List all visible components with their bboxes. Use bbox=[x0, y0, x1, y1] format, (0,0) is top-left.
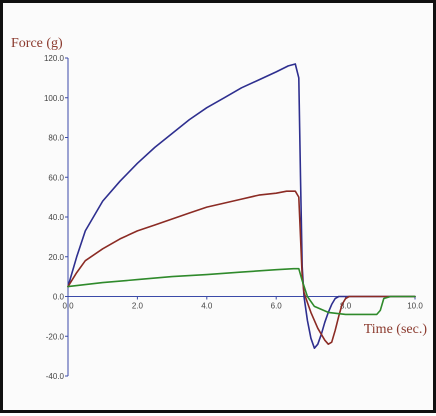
y-tick-label: 80.0 bbox=[48, 134, 64, 143]
y-tick-label: 0.0 bbox=[53, 293, 65, 302]
force-time-chart: 120.0 100.0 80.0 60.0 40.0 20.0 0.0 -20.0 -40.0 0… bbox=[11, 36, 428, 381]
y-tick-label: 40.0 bbox=[48, 213, 64, 222]
y-tick-label: 120.0 bbox=[44, 54, 65, 63]
series-line-2 bbox=[67, 190, 416, 346]
x-tick-label: 10.0 bbox=[407, 302, 423, 311]
y-tick-label: 100.0 bbox=[44, 94, 65, 103]
series-line-3 bbox=[67, 267, 416, 316]
x-tick-label: 4.0 bbox=[201, 302, 213, 311]
series-line-1 bbox=[67, 63, 416, 350]
y-axis-title: Force (g) bbox=[11, 36, 63, 51]
x-tick-label: 8.0 bbox=[340, 302, 352, 311]
x-tick-label: 6.0 bbox=[271, 302, 283, 311]
x-tick-label: 2.0 bbox=[132, 302, 144, 311]
y-tick-label: -20.0 bbox=[46, 332, 65, 341]
tick-labels: 120.0 100.0 80.0 60.0 40.0 20.0 0.0 -20.0 -40.0 0… bbox=[44, 54, 423, 381]
y-tick-label: 60.0 bbox=[48, 173, 64, 182]
x-tick-label: 0.0 bbox=[62, 302, 74, 311]
y-tick-label: 20.0 bbox=[48, 253, 64, 262]
y-tick-label: -40.0 bbox=[46, 372, 65, 381]
x-axis-title: Time (sec.) bbox=[364, 322, 428, 337]
series-lines bbox=[67, 63, 416, 350]
axes bbox=[65, 57, 416, 377]
